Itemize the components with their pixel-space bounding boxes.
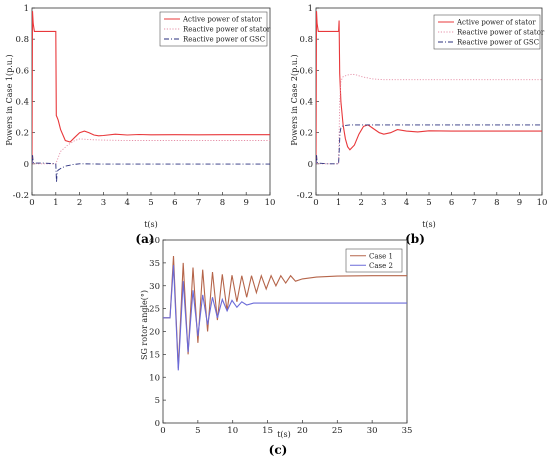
panel-c-legend-label: Case 1 (369, 252, 393, 260)
panel-c-xtick-label: 0 (160, 426, 165, 436)
panel-c-xtick-label: 15 (262, 426, 273, 436)
panel-a-legend-label: Active power of stator (182, 16, 262, 24)
panel-a-ytick-label: 0.8 (15, 35, 29, 45)
panel-a-legend-box (159, 11, 268, 47)
panel-a-xtick-label: 10 (265, 198, 276, 208)
panel-c-ytick-label: 40 (149, 236, 160, 246)
panel-c-legend-label: Case 2 (369, 262, 393, 270)
panel-a: Powers in Case 1(p.u.) t(s) (a) 0 1 2 3 4 5 6 7… (5, 4, 275, 246)
panel-c-ytick-label: 35 (149, 259, 160, 269)
panel-c-xtick-label: 25 (332, 426, 343, 436)
panel-a-ytick-label: 0.2 (15, 129, 29, 139)
panel-c-ytick-label: 25 (149, 305, 160, 315)
panel-b-xtick-label: 10 (537, 198, 548, 208)
panel-b-xtick-label: 4 (404, 198, 409, 208)
panel-b-legend-label: Reactive power of GSC (457, 39, 539, 47)
panel-a-xtick-label: 9 (243, 198, 248, 208)
panel-a-xtick-label: 0 (29, 198, 34, 208)
panel-c-xlabel: t(s) (277, 430, 291, 439)
panel-b-xtick-label: 6 (449, 198, 454, 208)
panel-c-ylabel: SG rotor angle(°) (140, 290, 149, 360)
panel-c-ytick-label: 10 (149, 373, 160, 383)
panel-c-legend-box (345, 248, 403, 273)
panel-a-legend-label: Reactive power of stator (183, 26, 271, 34)
panel-a-xtick-label: 3 (101, 198, 106, 208)
panel-a-series-line-2 (32, 138, 270, 165)
panel-b-xtick-label: 0 (313, 198, 318, 208)
panel-b-legend-box (433, 14, 541, 50)
panel-b-xtick-label: 3 (381, 198, 386, 208)
panel-a-ytick-label: 0.6 (15, 66, 29, 76)
panel-a-ytick-label: -0.2 (13, 191, 29, 201)
panel-c-xtick-label: 30 (367, 426, 378, 436)
panel-b-legend-label: Active power of stator (456, 19, 536, 27)
panel-c: SG rotor angle(°) t(s) (c) 0 5 10 15 20 25 30 3… (140, 236, 412, 457)
panel-b-xtick-label: 9 (517, 198, 522, 208)
panel-a-xtick-label: 4 (124, 198, 129, 208)
panel-b-legend-label: Reactive power of stator (457, 29, 545, 37)
panel-a-ytick-label: 0 (24, 160, 29, 170)
panel-a-xtick-label: 2 (77, 198, 82, 208)
panel-c-series-line-2 (163, 265, 407, 371)
panel-a-xtick-label: 1 (53, 198, 58, 208)
panel-c-ytick-label: 0 (155, 419, 160, 429)
panel-a-ylabel: Powers in Case 1(p.u.) (5, 54, 14, 145)
panel-a-ytick-label: 0.4 (15, 98, 29, 108)
panel-b-ytick-label: 0.2 (299, 129, 313, 139)
panel-c-ytick-label: 5 (155, 396, 160, 406)
panel-c-ytick-label: 30 (149, 282, 160, 292)
panel-c-xtick-label: 20 (297, 426, 308, 436)
panel-b-series-line-1 (316, 11, 542, 164)
panel-b: Powers in Case 2(p.u.) t(s) (b) 0 1 2 3 4 5 6 7… (290, 4, 547, 246)
panel-b-ytick-label: 1 (308, 4, 313, 14)
panel-b-xtick-label: 7 (471, 198, 476, 208)
panel-a-xtick-label: 6 (172, 198, 177, 208)
panel-c-ytick-label: 20 (149, 328, 160, 338)
panel-b-ytick-label: 0.4 (299, 98, 313, 108)
panel-a-xtick-label: 8 (220, 198, 225, 208)
panel-b-ytick-label: -0.2 (297, 191, 313, 201)
panel-b-ylabel: Powers in Case 2(p.u.) (290, 54, 299, 145)
panel-a-ytick-label: 1 (24, 4, 29, 14)
panel-a-series-line-3 (32, 154, 270, 183)
panel-a-series-line-1 (32, 11, 270, 164)
panel-a-label: (a) (135, 232, 154, 246)
panel-b-xtick-label: 2 (358, 198, 363, 208)
panel-b-ytick-label: 0.6 (299, 66, 313, 76)
panel-c-xtick-label: 35 (402, 426, 413, 436)
panel-b-ytick-label: 0 (308, 160, 313, 170)
panel-b-xtick-label: 5 (426, 198, 431, 208)
panel-c-xtick-label: 10 (227, 426, 238, 436)
panel-b-xlabel: t(s) (422, 220, 436, 229)
panel-b-label: (b) (405, 232, 425, 246)
panel-a-legend-label: Reactive power of GSC (183, 36, 265, 44)
panel-c-label: (c) (269, 443, 288, 457)
panel-a-xlabel: t(s) (144, 220, 158, 229)
panel-a-xtick-label: 7 (196, 198, 201, 208)
panel-a-xtick-label: 5 (148, 198, 153, 208)
panel-b-ytick-label: 0.8 (299, 35, 313, 45)
panel-c-xtick-label: 5 (195, 426, 200, 436)
panel-b-xtick-label: 8 (494, 198, 499, 208)
panel-b-xtick-label: 1 (336, 198, 341, 208)
panel-c-ytick-label: 15 (149, 350, 160, 360)
panel-b-series-line-3 (316, 124, 542, 165)
